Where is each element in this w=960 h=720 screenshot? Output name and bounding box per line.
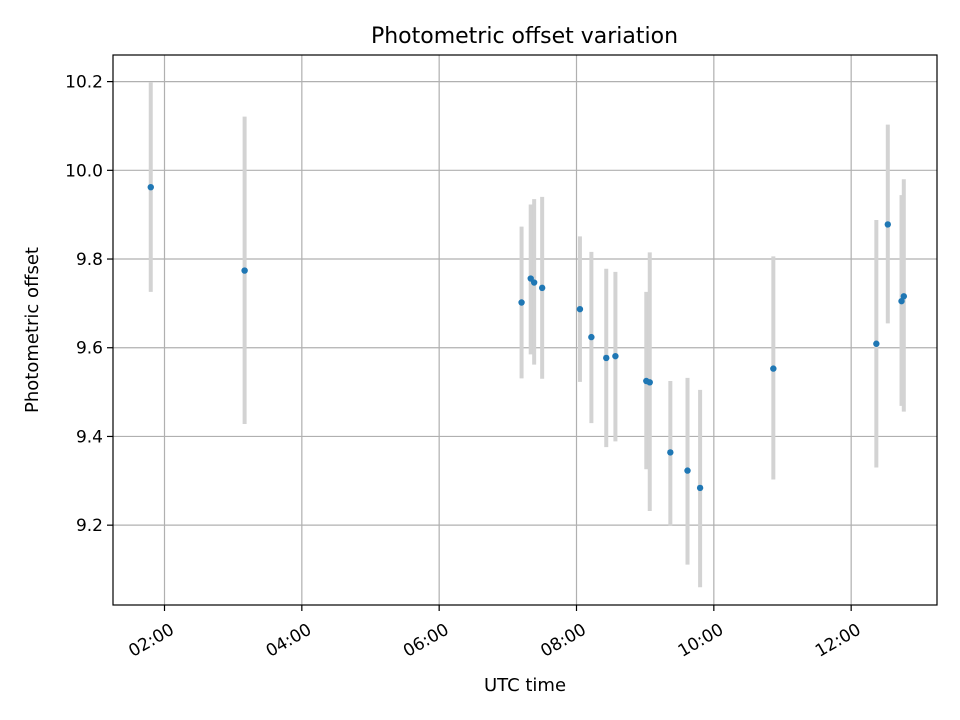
data-point bbox=[241, 267, 248, 274]
data-point bbox=[576, 305, 584, 313]
data-points bbox=[147, 183, 908, 492]
data-point bbox=[667, 449, 674, 456]
y-tick-label: 9.8 bbox=[76, 250, 103, 270]
data-point bbox=[530, 279, 538, 286]
x-tick-label: 10:00 bbox=[675, 620, 727, 662]
data-point bbox=[900, 293, 908, 300]
data-point bbox=[538, 284, 546, 292]
chart-title: Photometric offset variation bbox=[371, 24, 678, 49]
x-tick-label: 02:00 bbox=[125, 620, 177, 662]
x-tick-label: 12:00 bbox=[812, 620, 864, 662]
y-gridlines bbox=[113, 81, 937, 526]
y-tick-label: 9.6 bbox=[76, 339, 103, 359]
x-axis-label: UTC time bbox=[484, 675, 566, 696]
x-tick-label: 04:00 bbox=[263, 620, 315, 662]
data-point bbox=[696, 484, 704, 492]
y-tick-label: 9.2 bbox=[76, 516, 103, 536]
data-point bbox=[770, 365, 777, 372]
data-point bbox=[518, 299, 525, 306]
data-point bbox=[612, 352, 619, 360]
x-gridlines bbox=[163, 55, 852, 605]
x-tick-label: 08:00 bbox=[537, 620, 589, 662]
data-point bbox=[646, 379, 653, 386]
y-axis-label: Photometric offset bbox=[22, 247, 43, 413]
x-axis-ticks: 02:00 04:00 06:00 08:00 10:00 12:00 bbox=[125, 605, 864, 662]
y-axis-ticks: 9.2 9.4 9.6 9.8 10.0 10.2 bbox=[65, 73, 113, 536]
y-tick-label: 9.4 bbox=[76, 427, 103, 447]
plot-frame bbox=[112, 54, 938, 606]
data-point bbox=[588, 333, 595, 341]
y-tick-label: 10.0 bbox=[65, 161, 103, 181]
data-point bbox=[898, 297, 905, 305]
data-point bbox=[684, 467, 691, 474]
data-point bbox=[873, 340, 880, 347]
y-tick-label: 10.2 bbox=[65, 73, 103, 93]
data-point bbox=[147, 183, 154, 191]
data-point bbox=[884, 221, 891, 228]
x-tick-label: 06:00 bbox=[400, 620, 452, 662]
data-point bbox=[603, 354, 610, 362]
error-bars bbox=[148, 82, 906, 588]
